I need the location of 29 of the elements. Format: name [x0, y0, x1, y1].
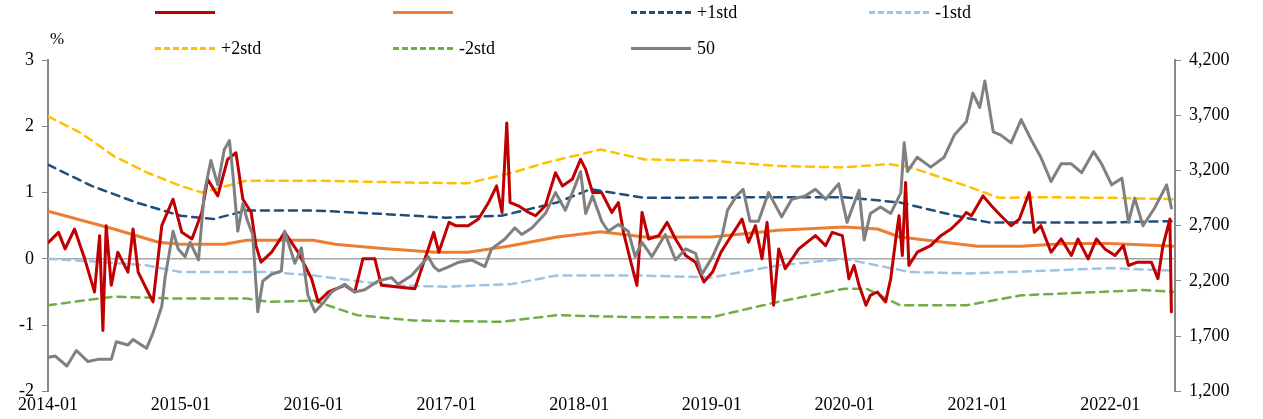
- legend-label: -2std: [459, 37, 495, 59]
- y-tick-label: 3: [25, 48, 34, 69]
- y2-tick-label: 3,700: [1189, 103, 1230, 124]
- y2-tick-label: 2,700: [1189, 214, 1230, 235]
- line-series: [48, 287, 1175, 324]
- x-tick-label: 2018-01: [549, 393, 610, 414]
- y-axis-title: %: [50, 28, 65, 48]
- legend-label: -1std: [935, 1, 971, 23]
- y2-tick-label: 2,200: [1189, 269, 1230, 290]
- line-series: [48, 115, 1175, 201]
- y2-tick-label: 1,700: [1189, 324, 1230, 345]
- legend-label: +2std: [221, 37, 262, 59]
- x-tick-label: 2015-01: [150, 393, 211, 414]
- y-tick-label: -1: [19, 313, 34, 334]
- line-series: [48, 163, 1175, 224]
- y2-tick-label: 3,200: [1189, 159, 1230, 180]
- x-tick-label: 2022-01: [1080, 393, 1141, 414]
- x-tick-label: 2016-01: [283, 393, 344, 414]
- legend-label: +1std: [697, 1, 738, 23]
- y2-tick-label: 4,200: [1189, 48, 1230, 69]
- x-tick-label: 2017-01: [416, 393, 477, 414]
- x-tick-label: 2019-01: [681, 393, 742, 414]
- x-tick-label: 2021-01: [947, 393, 1008, 414]
- x-tick-label: 2020-01: [814, 393, 875, 414]
- y-tick-label: 2: [25, 115, 34, 136]
- y2-tick-label: 1,200: [1189, 380, 1230, 401]
- y-tick-label: 0: [25, 247, 34, 268]
- legend-label: 50: [697, 37, 715, 59]
- y-tick-label: 1: [25, 181, 34, 202]
